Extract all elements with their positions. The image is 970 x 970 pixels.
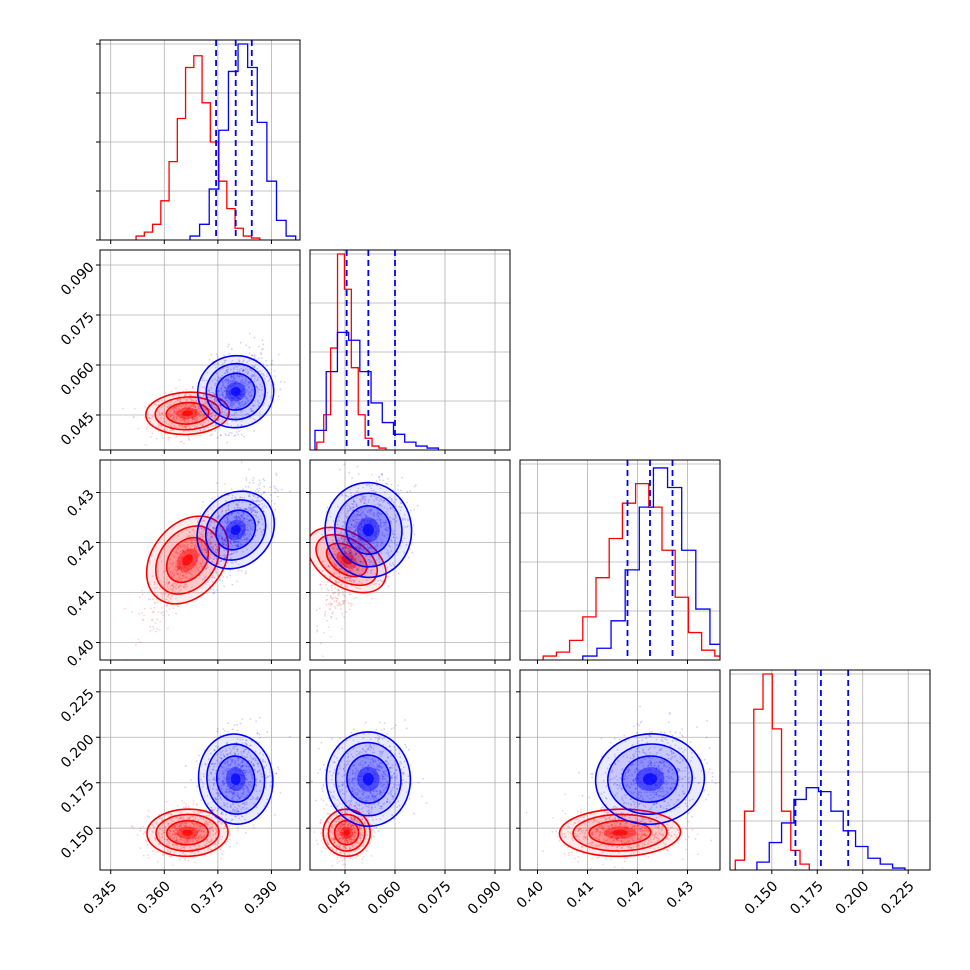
y-tick-label: 0.150 (58, 823, 98, 863)
histogram-panel-0 (96, 39, 301, 244)
x-tick-label: 0.175 (787, 878, 827, 918)
scatter-points-series-0 (124, 482, 242, 660)
scatter-panel-2-0 (96, 459, 301, 664)
contour-series-0-level-0 (558, 808, 682, 858)
x-tick-label: 0.200 (833, 878, 873, 918)
scatter-panel-2-1 (306, 459, 511, 664)
x-tick-label: 0.090 (465, 878, 505, 918)
x-tick-label: 0.150 (742, 878, 782, 918)
contour-series-0-level-2 (165, 536, 210, 584)
contour-series-0-level-0 (322, 808, 372, 858)
contour-series-1-level-0 (196, 354, 275, 429)
histogram-panel-1 (309, 249, 511, 454)
contour-series-1-level-0 (325, 731, 412, 828)
contour-series-1-level-1 (334, 741, 402, 817)
y-tick-label: 0.42 (64, 537, 97, 570)
contour-series-0-level-1 (155, 813, 220, 852)
x-tick-label: 0.360 (134, 878, 174, 918)
histogram-series-1 (314, 331, 439, 450)
x-tick-label: 0.40 (514, 878, 547, 911)
y-tick-label: 0.175 (58, 777, 98, 817)
x-tick-label: 0.390 (241, 878, 281, 918)
contour-series-0-level-2 (333, 819, 360, 846)
histogram-panel-3 (729, 669, 931, 874)
contour-series-1-level-0 (324, 481, 413, 579)
x-tick-label: 0.375 (188, 878, 228, 918)
scatter-panel-3-0 (96, 669, 301, 874)
contour-series-1-level-2 (621, 755, 679, 803)
y-tick-label: 0.43 (64, 487, 97, 520)
contour-series-0-level-1 (315, 533, 378, 587)
y-tick-label: 0.41 (64, 587, 97, 620)
y-tick-label: 0.060 (58, 359, 98, 399)
x-tick-label: 0.225 (878, 878, 918, 918)
histogram-series-1 (582, 467, 720, 660)
x-tick-label: 0.060 (365, 878, 405, 918)
x-tick-label: 0.345 (81, 878, 121, 918)
scatter-points-series-1 (186, 461, 291, 595)
contour-series-1-level-2 (215, 372, 256, 411)
contour-series-1-level-0 (197, 733, 274, 825)
scatter-panel-3-1 (306, 669, 511, 874)
x-tick-label: 0.045 (315, 878, 355, 918)
contour-series-1-level-1 (204, 499, 267, 561)
x-tick-label: 0.42 (614, 878, 647, 911)
contour-series-1-level-1 (206, 743, 266, 815)
contour-series-0-level-1 (572, 813, 668, 852)
contour-series-0-level-2 (166, 819, 209, 846)
contour-series-0-level-1 (155, 525, 220, 595)
x-tick-label: 0.41 (564, 878, 597, 911)
contour-series-0-level-2 (588, 819, 652, 846)
x-tick-label: 0.43 (664, 878, 697, 911)
contour-series-0-level-0 (145, 391, 230, 436)
histogram-series-0 (135, 55, 261, 240)
contour-series-1-level-1 (607, 743, 693, 815)
scatter-points-series-1 (311, 719, 428, 838)
contour-series-1-level-0 (594, 733, 706, 826)
contour-series-1-level-1 (205, 362, 266, 421)
y-tick-label: 0.40 (64, 637, 97, 670)
contour-series-0-level-2 (165, 401, 210, 425)
histogram-series-0 (316, 253, 387, 450)
scatter-panel-1-0 (96, 249, 301, 454)
y-tick-label: 0.225 (58, 686, 98, 726)
y-tick-label: 0.075 (58, 309, 98, 349)
histogram-series-1 (756, 787, 906, 870)
contour-series-1-level-2 (345, 505, 392, 555)
contour-series-1-level-2 (215, 509, 257, 551)
contour-series-1-level-0 (196, 490, 276, 570)
y-tick-label: 0.200 (58, 732, 98, 772)
contour-series-0-level-1 (154, 396, 221, 431)
contour-series-1-level-2 (215, 755, 256, 803)
contour-series-1-level-2 (346, 754, 391, 804)
contour-series-0-level-0 (145, 515, 230, 605)
contour-series-0-level-0 (146, 808, 229, 858)
histogram-series-0 (734, 673, 810, 870)
histogram-series-0 (542, 482, 720, 660)
histogram-series-1 (189, 43, 297, 240)
y-tick-label: 0.045 (58, 409, 98, 449)
contour-series-0-level-1 (327, 813, 366, 852)
y-tick-label: 0.090 (58, 259, 98, 299)
x-tick-label: 0.075 (415, 878, 455, 918)
histogram-panel-2 (519, 459, 721, 664)
contour-series-1-level-1 (333, 492, 403, 568)
scatter-points-series-1 (183, 716, 291, 848)
scatter-panel-3-2 (516, 669, 721, 874)
